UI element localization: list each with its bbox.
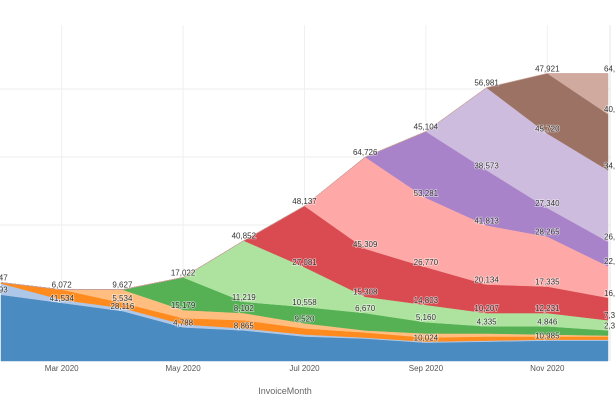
data-label: 9,520: [294, 314, 315, 323]
data-label: 10,024: [414, 334, 439, 343]
data-label: 11,219: [232, 293, 256, 302]
area-series-11: [0, 73, 609, 290]
data-label: 17,335: [535, 278, 560, 287]
data-label: 14,803: [414, 296, 439, 305]
x-tick-label: Sep 2020: [409, 364, 444, 373]
data-label: 28,116: [110, 302, 134, 311]
data-label: 53,281: [414, 189, 439, 198]
x-tick-label: Jul 2020: [289, 364, 320, 373]
data-label: 12,231: [535, 304, 560, 313]
data-label: 17,022: [171, 268, 196, 277]
data-label: 15,308: [353, 288, 378, 297]
data-label: 45,309: [353, 240, 378, 249]
data-label: 20,134: [474, 276, 499, 285]
data-label: 27,340: [535, 199, 560, 208]
data-label: 4,788: [173, 318, 194, 327]
data-label: 34,2: [604, 161, 615, 170]
data-label: 10,207: [474, 304, 499, 313]
data-label: 41,813: [474, 216, 499, 225]
data-label: 7,3: [604, 311, 615, 320]
data-label: 26,1: [604, 233, 615, 242]
data-label: 64,0: [604, 64, 615, 73]
x-tick-label: Mar 2020: [45, 364, 79, 373]
x-tick-label: May 2020: [166, 364, 202, 373]
data-label: 5,534: [112, 294, 133, 303]
data-label: 147: [0, 273, 8, 282]
data-label: 27,081: [292, 258, 317, 267]
data-label: 56,981: [474, 79, 499, 88]
data-label: 293: [0, 286, 8, 295]
data-label: 4,846: [537, 317, 558, 326]
data-label: 48,137: [292, 197, 317, 206]
x-axis-title: InvoiceMonth: [258, 386, 312, 396]
data-label: 4,335: [477, 317, 498, 326]
data-label: 45,104: [414, 123, 439, 132]
data-label: 8,102: [234, 304, 255, 313]
data-label: 8,865: [234, 321, 255, 330]
data-label: 40,2: [604, 105, 615, 114]
data-label: 16,8: [604, 289, 615, 298]
data-label: 10,558: [292, 298, 317, 307]
data-label: 6,072: [52, 281, 73, 290]
data-label: 10,985: [535, 332, 560, 341]
data-label: 15,179: [171, 301, 196, 310]
data-label: 5,160: [416, 313, 437, 322]
data-label: 26,770: [414, 258, 439, 267]
data-label: 47,921: [535, 64, 560, 73]
x-axis-ticks: Mar 2020 May 2020 Jul 2020 Sep 2020 Nov 2020: [45, 364, 565, 373]
data-label: 28,265: [535, 228, 560, 237]
x-tick-label: Nov 2020: [530, 364, 565, 373]
area-layers: [0, 73, 609, 362]
data-label: 41,534: [49, 294, 74, 303]
data-label: 64,726: [353, 148, 378, 157]
data-label: 40,852: [232, 232, 257, 241]
data-label: 22,: [604, 257, 615, 266]
data-label: 6,670: [355, 304, 376, 313]
data-label: 38,573: [474, 161, 499, 170]
data-label: 45,720: [535, 125, 560, 134]
data-label: 9,627: [112, 281, 133, 290]
data-label: 2,3: [604, 321, 615, 330]
